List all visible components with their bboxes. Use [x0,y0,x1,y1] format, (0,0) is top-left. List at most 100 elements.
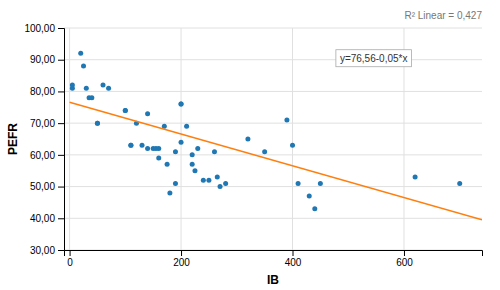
tick: 70,00 [30,118,64,129]
point [284,117,289,122]
point [128,143,133,148]
point [318,181,323,186]
tick-label: 0 [67,257,73,268]
tick-label: 90,00 [30,54,55,65]
y-axis-title: PEFR [6,123,20,155]
grid-line [64,218,482,219]
grid-line [69,28,70,250]
x-axis: 0 200 400 600 [65,250,483,268]
point [101,83,106,88]
point [190,162,195,167]
axis-line [65,251,483,257]
tick-mark [70,250,71,256]
point [215,175,220,180]
tick-mark [181,250,182,256]
point [145,111,150,116]
point [95,121,100,126]
point [173,149,178,154]
point [184,124,189,129]
point [140,143,145,148]
tick-label: 40,00 [30,213,55,224]
tick-mark [58,60,64,61]
grid-line [292,28,293,250]
tick-mark [293,250,294,256]
point [190,152,195,157]
annotation-background [336,50,412,67]
point [84,86,89,91]
tick-label: 80,00 [30,86,55,97]
point [218,184,223,189]
point [413,175,418,180]
point [145,146,150,151]
grid-line [181,28,182,250]
tick-label: 50,00 [30,181,55,192]
annotation: y=76,56-0,05*x [340,53,408,64]
tick-mark [58,155,64,156]
point [195,146,200,151]
point [123,108,128,113]
tick-label: 600 [396,257,413,268]
grid-line [64,154,482,155]
tick-mark [58,91,64,92]
tick: 0 [67,250,73,268]
point [165,162,170,167]
regression-line [70,102,482,219]
tick: 50,00 [30,181,64,192]
tick: 30,00 [30,245,64,256]
grid-line [64,186,482,187]
tick-label: 60,00 [30,150,55,161]
point [290,143,295,148]
point [173,181,178,186]
tick-label: 400 [285,257,302,268]
point [78,51,83,56]
point [179,102,184,107]
tick: 400 [285,250,302,268]
y-axis: 30,00 40,00 50,00 60,00 70,00 80,00 90,00 100,0… [24,23,64,256]
grid-line [64,59,482,60]
point [167,190,172,195]
point [192,168,197,173]
tick: 600 [396,250,413,268]
point [95,121,100,126]
axis-line [58,29,65,251]
point [89,95,94,100]
tick: 90,00 [30,54,64,65]
tick: 200 [173,250,190,268]
point [106,86,111,91]
grid-line [64,28,482,29]
point [81,64,86,69]
tick-label: 200 [173,257,190,268]
tick: 100,00 [24,23,64,34]
point [70,86,75,91]
point [223,181,228,186]
point [307,194,312,199]
plot-area [70,51,482,220]
tick-mark [58,123,64,124]
grid [64,28,482,250]
point [123,108,128,113]
tick: 40,00 [30,213,64,224]
tick-label: 100,00 [24,23,55,34]
tick-mark [404,250,405,256]
point [212,149,217,154]
tick-label: 30,00 [30,245,55,256]
point [312,206,317,211]
tick: 80,00 [30,86,64,97]
point [457,181,462,186]
point [262,149,267,154]
point [179,140,184,145]
point [201,178,206,183]
grid-line [64,123,482,124]
tick: 60,00 [30,150,64,161]
tick-mark [58,250,64,251]
point [296,181,301,186]
x-axis-title: IB [267,273,279,287]
tick-mark [58,218,64,219]
annotation: R² Linear = 0,427 [404,10,482,21]
point [128,143,133,148]
point [206,178,211,183]
tick-mark [58,187,64,188]
chart: 0 200 400 600 30,00 40,00 50,00 60,00 70,00 80,00… [0,0,500,290]
point [156,156,161,161]
tick-mark [58,28,64,29]
